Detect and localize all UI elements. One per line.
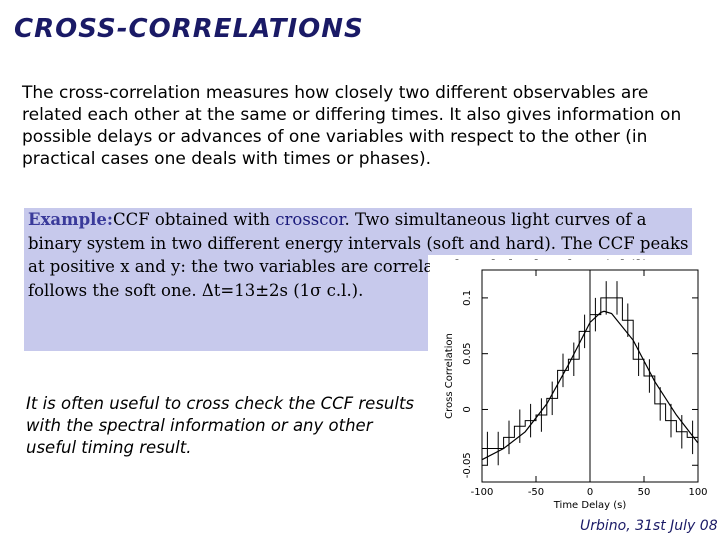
y-tick-label: 0.05: [462, 343, 473, 365]
gaussian-fit-curve: [481, 310, 699, 461]
y-tick-label: 0.1: [462, 290, 473, 306]
example-highlight-box-top: [24, 208, 692, 255]
y-tick-label: -0.05: [462, 452, 473, 478]
x-tick-label: 50: [638, 487, 651, 498]
x-tick-label: 0: [587, 487, 593, 498]
y-axis-label: Cross Correlation: [444, 333, 455, 419]
x-tick-label: 100: [688, 487, 707, 498]
example-paragraph: Example:CCF obtained with crosscor. Two …: [28, 208, 696, 302]
ccf-plot: 0.1 0.05 0 -0.05 -100 -50 0 50 100 Time Delay (s)…: [430, 260, 708, 523]
intro-paragraph: The cross-correlation measures how close…: [22, 83, 682, 169]
x-axis-label: Time Delay (s): [553, 500, 627, 511]
x-tick-label: -100: [471, 487, 494, 498]
example-highlight-box-bottom: [24, 255, 428, 351]
y-tick-label: 0: [462, 406, 473, 412]
crosscor-link: crosscor: [275, 210, 345, 229]
cross-check-note: It is often useful to cross check the CC…: [26, 394, 415, 457]
example-text-1: CCF obtained with: [112, 210, 276, 229]
slide-title: CROSS-CORRELATIONS: [14, 14, 364, 44]
footer-date: Urbino, 31st July 08: [580, 518, 718, 534]
ccf-plot-svg: 0.1 0.05 0 -0.05 -100 -50 0 50 100 Time Delay (s)…: [444, 269, 708, 511]
example-label: Example:: [28, 210, 113, 229]
example-text-2: . Two simultaneous light curves of a bin…: [28, 210, 689, 300]
x-tick-label: -50: [528, 487, 544, 498]
